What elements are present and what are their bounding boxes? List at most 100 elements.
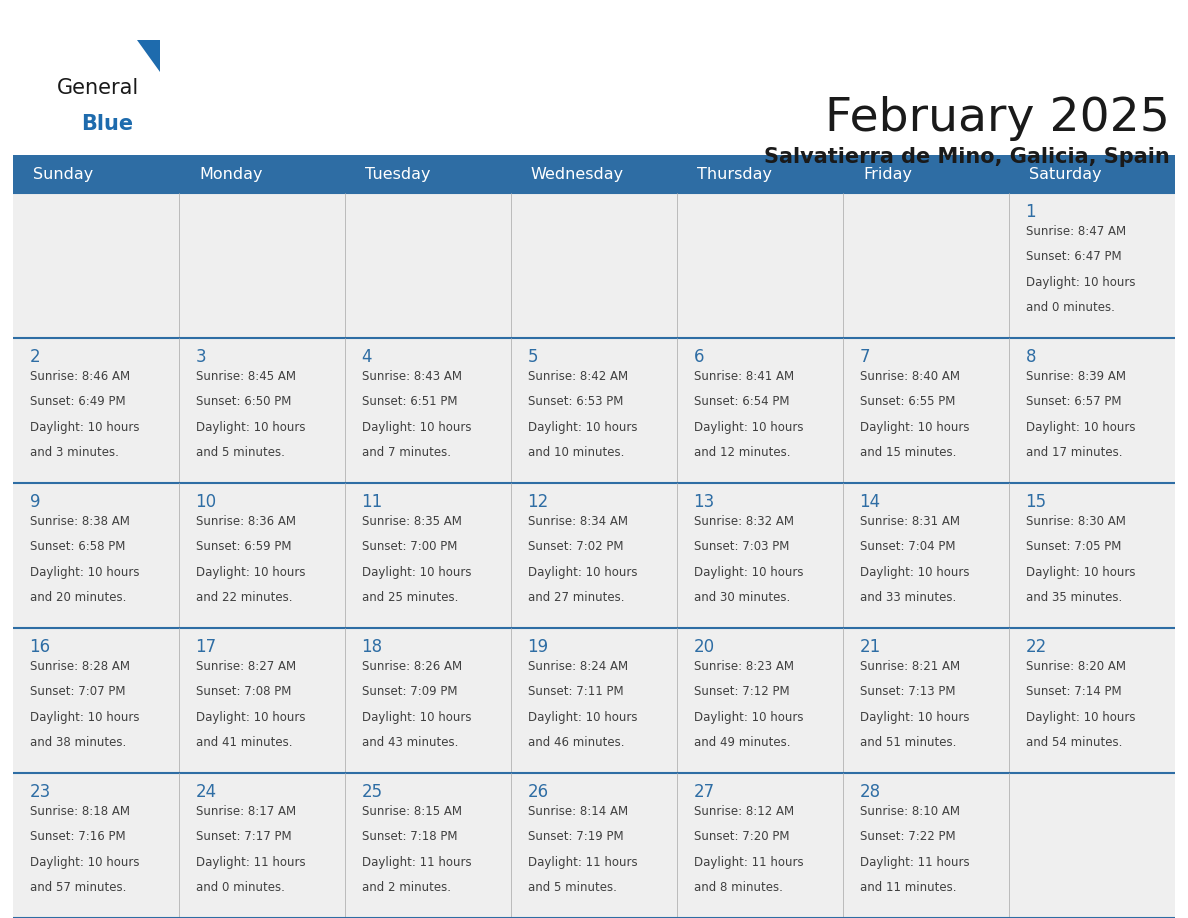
Text: Sunset: 7:14 PM: Sunset: 7:14 PM xyxy=(1025,685,1121,699)
Text: Daylight: 11 hours: Daylight: 11 hours xyxy=(527,856,637,868)
Text: and 15 minutes.: and 15 minutes. xyxy=(860,446,956,459)
Text: and 43 minutes.: and 43 minutes. xyxy=(361,736,459,749)
Text: and 5 minutes.: and 5 minutes. xyxy=(527,881,617,894)
Text: Daylight: 10 hours: Daylight: 10 hours xyxy=(1025,275,1135,288)
Text: Sunrise: 8:28 AM: Sunrise: 8:28 AM xyxy=(30,660,129,673)
Text: Sunset: 7:20 PM: Sunset: 7:20 PM xyxy=(694,830,789,844)
Text: 12: 12 xyxy=(527,493,549,511)
Bar xyxy=(13,483,1175,628)
Text: and 8 minutes.: and 8 minutes. xyxy=(694,881,783,894)
Text: Sunset: 7:22 PM: Sunset: 7:22 PM xyxy=(860,830,955,844)
Text: and 46 minutes.: and 46 minutes. xyxy=(527,736,624,749)
Text: and 12 minutes.: and 12 minutes. xyxy=(694,446,790,459)
Text: and 3 minutes.: and 3 minutes. xyxy=(30,446,119,459)
Text: 23: 23 xyxy=(30,783,51,801)
Text: Sunrise: 8:39 AM: Sunrise: 8:39 AM xyxy=(1025,370,1125,383)
Text: Sunrise: 8:31 AM: Sunrise: 8:31 AM xyxy=(860,515,960,528)
Text: Sunset: 7:05 PM: Sunset: 7:05 PM xyxy=(1025,541,1121,554)
Text: and 7 minutes.: and 7 minutes. xyxy=(361,446,450,459)
Text: 14: 14 xyxy=(860,493,880,511)
Text: Sunday: Sunday xyxy=(33,166,93,182)
Text: Blue: Blue xyxy=(81,114,133,134)
Text: Daylight: 10 hours: Daylight: 10 hours xyxy=(860,711,969,723)
Text: 25: 25 xyxy=(361,783,383,801)
Text: Salvatierra de Mino, Galicia, Spain: Salvatierra de Mino, Galicia, Spain xyxy=(764,147,1170,167)
Text: 17: 17 xyxy=(196,638,216,656)
Text: and 49 minutes.: and 49 minutes. xyxy=(694,736,790,749)
Text: and 17 minutes.: and 17 minutes. xyxy=(1025,446,1123,459)
Text: 24: 24 xyxy=(196,783,216,801)
Text: Daylight: 10 hours: Daylight: 10 hours xyxy=(1025,420,1135,433)
Text: Sunrise: 8:36 AM: Sunrise: 8:36 AM xyxy=(196,515,296,528)
Text: Daylight: 10 hours: Daylight: 10 hours xyxy=(196,420,305,433)
Text: Friday: Friday xyxy=(862,166,912,182)
Text: Sunrise: 8:32 AM: Sunrise: 8:32 AM xyxy=(694,515,794,528)
Text: Sunset: 7:07 PM: Sunset: 7:07 PM xyxy=(30,685,125,699)
Text: Sunrise: 8:35 AM: Sunrise: 8:35 AM xyxy=(361,515,461,528)
Text: Sunset: 6:53 PM: Sunset: 6:53 PM xyxy=(527,396,623,409)
Text: February 2025: February 2025 xyxy=(826,96,1170,141)
Text: 20: 20 xyxy=(694,638,715,656)
Text: Sunset: 6:55 PM: Sunset: 6:55 PM xyxy=(860,396,955,409)
Polygon shape xyxy=(137,40,160,72)
Text: Daylight: 10 hours: Daylight: 10 hours xyxy=(527,565,637,578)
Text: and 0 minutes.: and 0 minutes. xyxy=(1025,301,1114,314)
Bar xyxy=(13,155,1175,193)
Text: Daylight: 10 hours: Daylight: 10 hours xyxy=(527,711,637,723)
Text: Sunrise: 8:12 AM: Sunrise: 8:12 AM xyxy=(694,805,794,818)
Text: Sunset: 6:51 PM: Sunset: 6:51 PM xyxy=(361,396,457,409)
Text: Sunrise: 8:18 AM: Sunrise: 8:18 AM xyxy=(30,805,129,818)
Text: Daylight: 10 hours: Daylight: 10 hours xyxy=(196,565,305,578)
Text: 4: 4 xyxy=(361,348,372,366)
Text: 3: 3 xyxy=(196,348,207,366)
Text: and 38 minutes.: and 38 minutes. xyxy=(30,736,126,749)
Text: Daylight: 10 hours: Daylight: 10 hours xyxy=(30,420,139,433)
Text: Daylight: 10 hours: Daylight: 10 hours xyxy=(694,565,803,578)
Text: General: General xyxy=(57,78,139,98)
Text: 18: 18 xyxy=(361,638,383,656)
Text: Daylight: 10 hours: Daylight: 10 hours xyxy=(860,565,969,578)
Text: Sunset: 6:54 PM: Sunset: 6:54 PM xyxy=(694,396,789,409)
Text: 21: 21 xyxy=(860,638,880,656)
Text: 19: 19 xyxy=(527,638,549,656)
Text: Daylight: 10 hours: Daylight: 10 hours xyxy=(30,565,139,578)
Text: Monday: Monday xyxy=(198,166,263,182)
Text: Sunset: 7:16 PM: Sunset: 7:16 PM xyxy=(30,830,125,844)
Text: Sunset: 7:03 PM: Sunset: 7:03 PM xyxy=(694,541,789,554)
Text: 9: 9 xyxy=(30,493,40,511)
Text: 8: 8 xyxy=(1025,348,1036,366)
Text: Sunrise: 8:15 AM: Sunrise: 8:15 AM xyxy=(361,805,462,818)
Text: Sunset: 7:04 PM: Sunset: 7:04 PM xyxy=(860,541,955,554)
Text: Sunset: 7:12 PM: Sunset: 7:12 PM xyxy=(694,685,789,699)
Text: and 51 minutes.: and 51 minutes. xyxy=(860,736,956,749)
Text: Sunrise: 8:17 AM: Sunrise: 8:17 AM xyxy=(196,805,296,818)
Text: 7: 7 xyxy=(860,348,870,366)
Text: Daylight: 10 hours: Daylight: 10 hours xyxy=(860,420,969,433)
Text: and 20 minutes.: and 20 minutes. xyxy=(30,591,126,604)
Text: Sunset: 7:17 PM: Sunset: 7:17 PM xyxy=(196,830,291,844)
Text: Daylight: 10 hours: Daylight: 10 hours xyxy=(694,711,803,723)
Text: Sunrise: 8:43 AM: Sunrise: 8:43 AM xyxy=(361,370,462,383)
Bar xyxy=(13,628,1175,773)
Text: Sunrise: 8:41 AM: Sunrise: 8:41 AM xyxy=(694,370,794,383)
Text: 15: 15 xyxy=(1025,493,1047,511)
Text: Sunset: 6:57 PM: Sunset: 6:57 PM xyxy=(1025,396,1121,409)
Text: Sunset: 7:18 PM: Sunset: 7:18 PM xyxy=(361,830,457,844)
Text: 10: 10 xyxy=(196,493,216,511)
Text: Sunset: 7:19 PM: Sunset: 7:19 PM xyxy=(527,830,624,844)
Text: and 22 minutes.: and 22 minutes. xyxy=(196,591,292,604)
Text: 22: 22 xyxy=(1025,638,1047,656)
Text: and 30 minutes.: and 30 minutes. xyxy=(694,591,790,604)
Text: Daylight: 10 hours: Daylight: 10 hours xyxy=(30,856,139,868)
Text: Daylight: 11 hours: Daylight: 11 hours xyxy=(860,856,969,868)
Text: Sunset: 6:49 PM: Sunset: 6:49 PM xyxy=(30,396,125,409)
Text: 26: 26 xyxy=(527,783,549,801)
Text: Sunrise: 8:26 AM: Sunrise: 8:26 AM xyxy=(361,660,462,673)
Text: Daylight: 11 hours: Daylight: 11 hours xyxy=(196,856,305,868)
Text: Tuesday: Tuesday xyxy=(365,166,430,182)
Text: Sunset: 6:47 PM: Sunset: 6:47 PM xyxy=(1025,251,1121,263)
Bar xyxy=(13,193,1175,338)
Text: Sunrise: 8:10 AM: Sunrise: 8:10 AM xyxy=(860,805,960,818)
Text: Thursday: Thursday xyxy=(697,166,772,182)
Text: Daylight: 11 hours: Daylight: 11 hours xyxy=(694,856,803,868)
